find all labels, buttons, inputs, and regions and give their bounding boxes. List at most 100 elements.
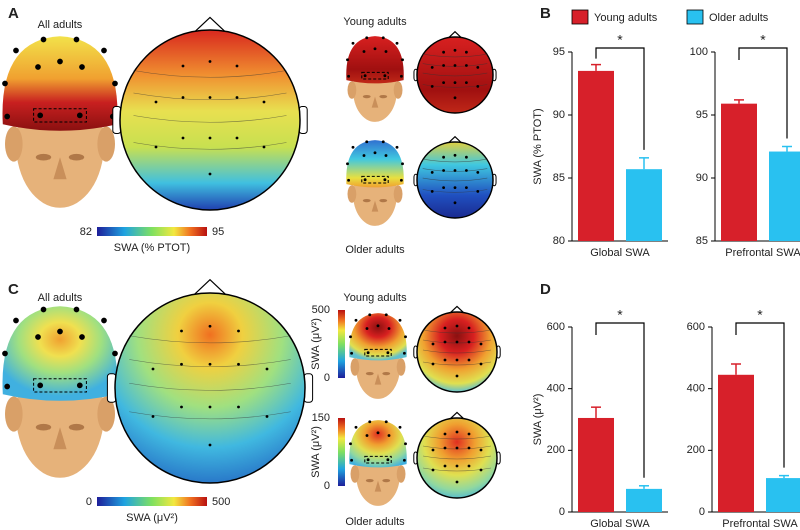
- colorbar-min: 0: [324, 372, 330, 384]
- topo-electrode: [237, 405, 240, 409]
- scalp: [349, 313, 407, 361]
- electrode: [4, 113, 11, 120]
- roi-box: [361, 175, 389, 184]
- contour: [422, 72, 488, 77]
- y-tick-label: 400: [547, 383, 565, 395]
- electrode: [402, 351, 406, 355]
- electrode: [35, 334, 41, 340]
- topo-electrode: [479, 342, 483, 346]
- electrode: [376, 324, 380, 328]
- topo-electrode: [151, 415, 155, 418]
- topo-electrode: [181, 64, 185, 68]
- topo-nose: [449, 411, 465, 420]
- electrode: [384, 50, 388, 53]
- topo-electrode: [262, 100, 266, 104]
- x-tick-label: Prefrontal SWA: [722, 518, 798, 530]
- topo-electrode: [465, 50, 468, 54]
- topo-electrode: [235, 96, 239, 99]
- electrode: [40, 306, 47, 313]
- eye: [379, 94, 388, 99]
- electrode: [387, 434, 391, 437]
- topo-electrode: [453, 153, 457, 157]
- bar: [578, 417, 614, 512]
- nose: [374, 373, 382, 385]
- electrode: [365, 434, 369, 437]
- topo-electrode: [208, 172, 212, 176]
- topo-electrode: [453, 186, 457, 190]
- electrode: [37, 382, 44, 389]
- topo-electrode: [235, 64, 239, 68]
- y-tick-label: 600: [547, 321, 565, 333]
- topo-electrode: [431, 468, 435, 472]
- y-tick-label: 80: [553, 235, 565, 247]
- electrode: [101, 47, 107, 54]
- topo-electrode: [467, 464, 471, 468]
- topo-electrode: [431, 342, 435, 346]
- ear: [396, 358, 406, 376]
- electrode: [2, 350, 8, 357]
- y-tick-label: 400: [687, 383, 705, 395]
- topo-electrode: [443, 464, 447, 468]
- y-tick-label: 200: [687, 444, 705, 456]
- topo-electrode: [442, 155, 445, 159]
- colorbar-label: SWA (μV²): [126, 512, 178, 524]
- electrode: [351, 41, 355, 45]
- topo-electrode: [455, 358, 459, 362]
- topo-electrode: [479, 448, 483, 452]
- electrode: [79, 334, 85, 340]
- topo-electrode: [453, 169, 457, 172]
- topo-electrode: [465, 186, 468, 190]
- y-axis-label: SWA (μV²): [532, 394, 544, 446]
- electrode: [386, 458, 390, 462]
- topo-electrode: [154, 145, 158, 149]
- y-tick-label: 85: [696, 235, 708, 247]
- contour: [422, 361, 492, 366]
- significance-star: *: [757, 307, 763, 323]
- contour: [129, 335, 291, 344]
- y-tick-label: 0: [699, 506, 705, 518]
- electrode: [350, 351, 354, 355]
- contour: [422, 467, 492, 472]
- panel-label: D: [540, 281, 551, 298]
- topo-electrode: [442, 169, 445, 172]
- topo-electrode: [181, 136, 185, 140]
- nose: [371, 96, 379, 108]
- contour: [422, 329, 492, 334]
- topo-electrode: [208, 96, 212, 99]
- topo-electrode: [430, 171, 434, 174]
- contour: [422, 53, 488, 58]
- nose: [53, 157, 67, 180]
- topo-electrode: [180, 405, 183, 409]
- scalp: [349, 420, 407, 468]
- topo-electrode: [465, 81, 468, 84]
- electrode: [398, 425, 402, 429]
- colorbar: [97, 497, 207, 506]
- electrode: [383, 178, 387, 182]
- electrode: [383, 74, 387, 78]
- topo-electrode: [443, 432, 447, 436]
- electrode: [346, 58, 349, 62]
- colorbar: [338, 418, 345, 486]
- contour: [422, 158, 488, 163]
- electrode: [350, 458, 354, 462]
- electrode: [363, 178, 367, 182]
- topo-electrode: [235, 136, 239, 140]
- colorbar-max: 500: [312, 304, 330, 316]
- eye: [68, 423, 85, 431]
- contour: [422, 189, 488, 193]
- nose: [53, 427, 67, 450]
- topo-electrode: [467, 340, 471, 344]
- eye: [35, 153, 52, 161]
- topo-electrode: [443, 326, 447, 330]
- y-tick-label: 90: [696, 172, 708, 184]
- topo-electrode: [455, 324, 459, 328]
- topo-electrode: [455, 480, 459, 484]
- topo-electrode: [208, 136, 212, 140]
- electrode: [366, 458, 370, 462]
- topo-electrode: [465, 169, 468, 172]
- topo-electrode: [208, 362, 212, 366]
- topo-electrode: [431, 362, 435, 366]
- electrode: [381, 36, 385, 40]
- significance-bracket: [595, 47, 645, 150]
- topo-electrode: [455, 430, 459, 434]
